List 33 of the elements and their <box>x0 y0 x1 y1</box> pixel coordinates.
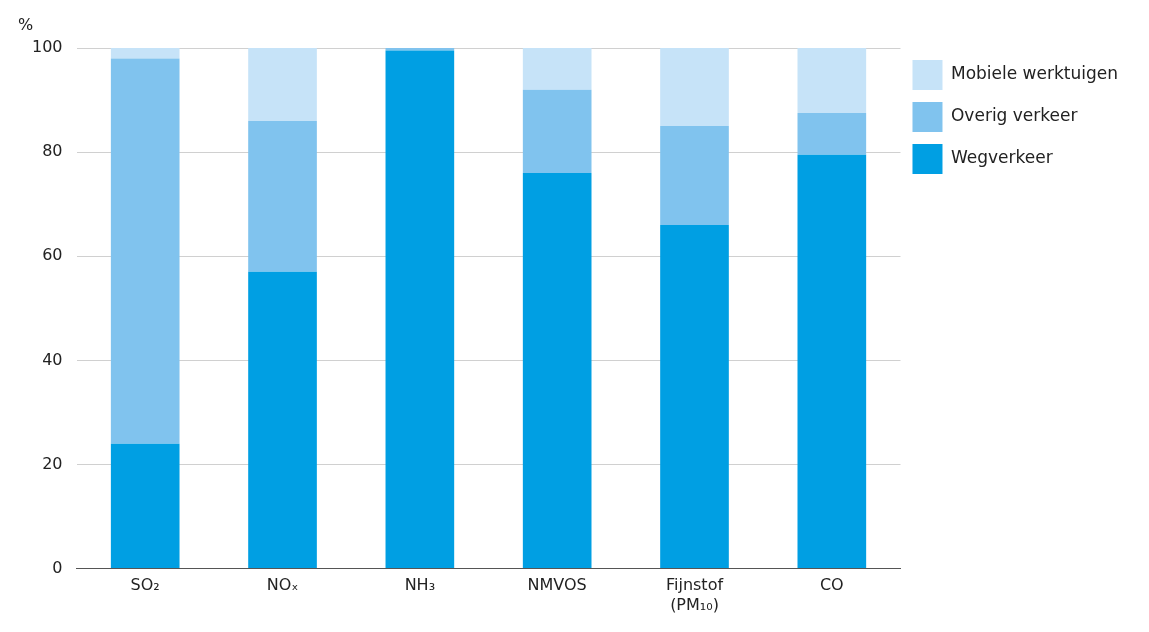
bar <box>110 48 180 59</box>
bar <box>660 225 729 569</box>
y-tick-label: 80 <box>42 141 63 161</box>
bar <box>660 48 729 127</box>
y-axis-title: % <box>18 15 34 35</box>
bar <box>522 48 592 90</box>
bar <box>385 48 455 51</box>
bar <box>797 48 867 114</box>
x-tick-label: NH₃ <box>404 575 436 595</box>
bar <box>248 48 317 121</box>
bar <box>797 154 867 569</box>
x-tick-label: NMVOS <box>527 575 587 595</box>
bar <box>522 172 592 569</box>
bar <box>110 58 180 444</box>
bar <box>248 120 317 272</box>
bar <box>660 126 729 225</box>
y-tick-label: 0 <box>52 557 63 577</box>
y-tick-label: 40 <box>42 349 63 369</box>
x-tick-label: Fijnstof (PM₁₀) <box>665 575 724 614</box>
y-tick-label: 100 <box>31 37 63 57</box>
legend-label: Overig verkeer <box>950 105 1078 126</box>
x-tick-label: NOₓ <box>266 575 299 595</box>
bar <box>248 271 317 569</box>
x-tick-label: CO <box>819 575 844 595</box>
bar <box>385 50 455 569</box>
bar <box>110 443 180 569</box>
bar <box>797 113 867 155</box>
bar <box>522 89 592 173</box>
legend-label: Mobiele werktuigen <box>950 63 1118 84</box>
y-tick-label: 20 <box>42 453 63 473</box>
y-tick-label: 60 <box>42 245 63 265</box>
x-tick-label: SO₂ <box>130 575 160 595</box>
legend-label: Wegverkeer <box>950 147 1053 168</box>
